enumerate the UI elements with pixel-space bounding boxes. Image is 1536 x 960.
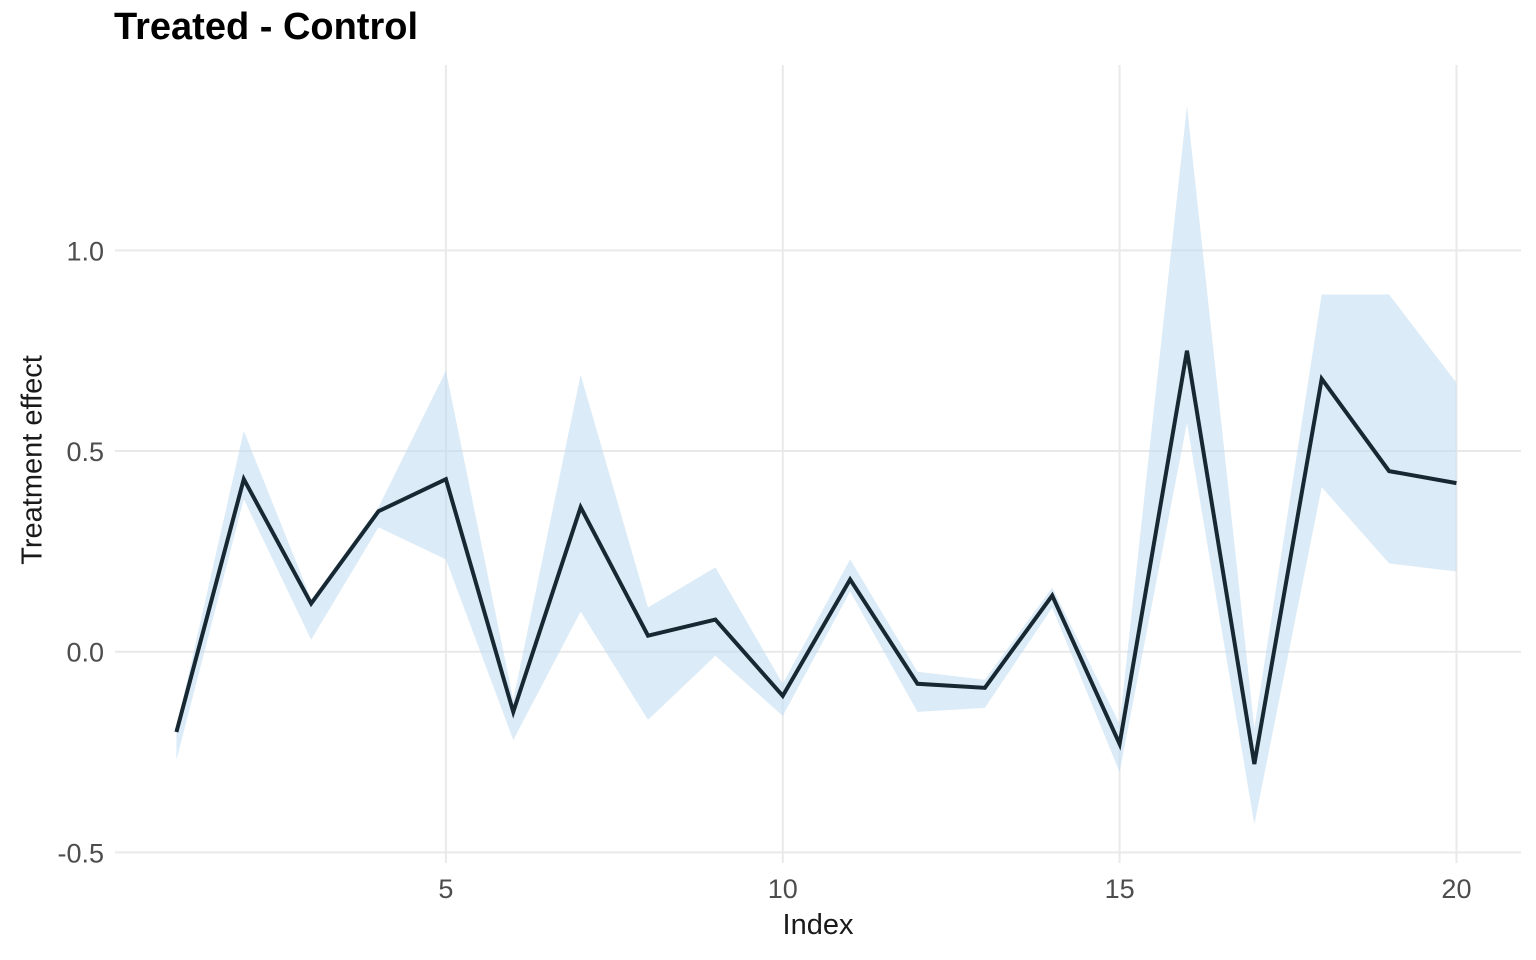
- x-tick-label: 10: [768, 874, 798, 904]
- plot-title: Treated - Control: [114, 6, 419, 48]
- y-tick-label: 0.0: [66, 638, 104, 668]
- y-tick-label: 0.5: [66, 437, 104, 467]
- y-tick-label: -0.5: [57, 838, 104, 868]
- x-axis-title: Index: [782, 909, 854, 941]
- x-tick-label: 20: [1441, 874, 1471, 904]
- estimate-line: [174, 350, 1457, 765]
- y-tick-label: 1.0: [66, 236, 104, 266]
- y-axis-title: Treatment effect: [16, 355, 49, 565]
- x-tick-label: 5: [438, 874, 453, 904]
- x-tick-label: 15: [1105, 874, 1135, 904]
